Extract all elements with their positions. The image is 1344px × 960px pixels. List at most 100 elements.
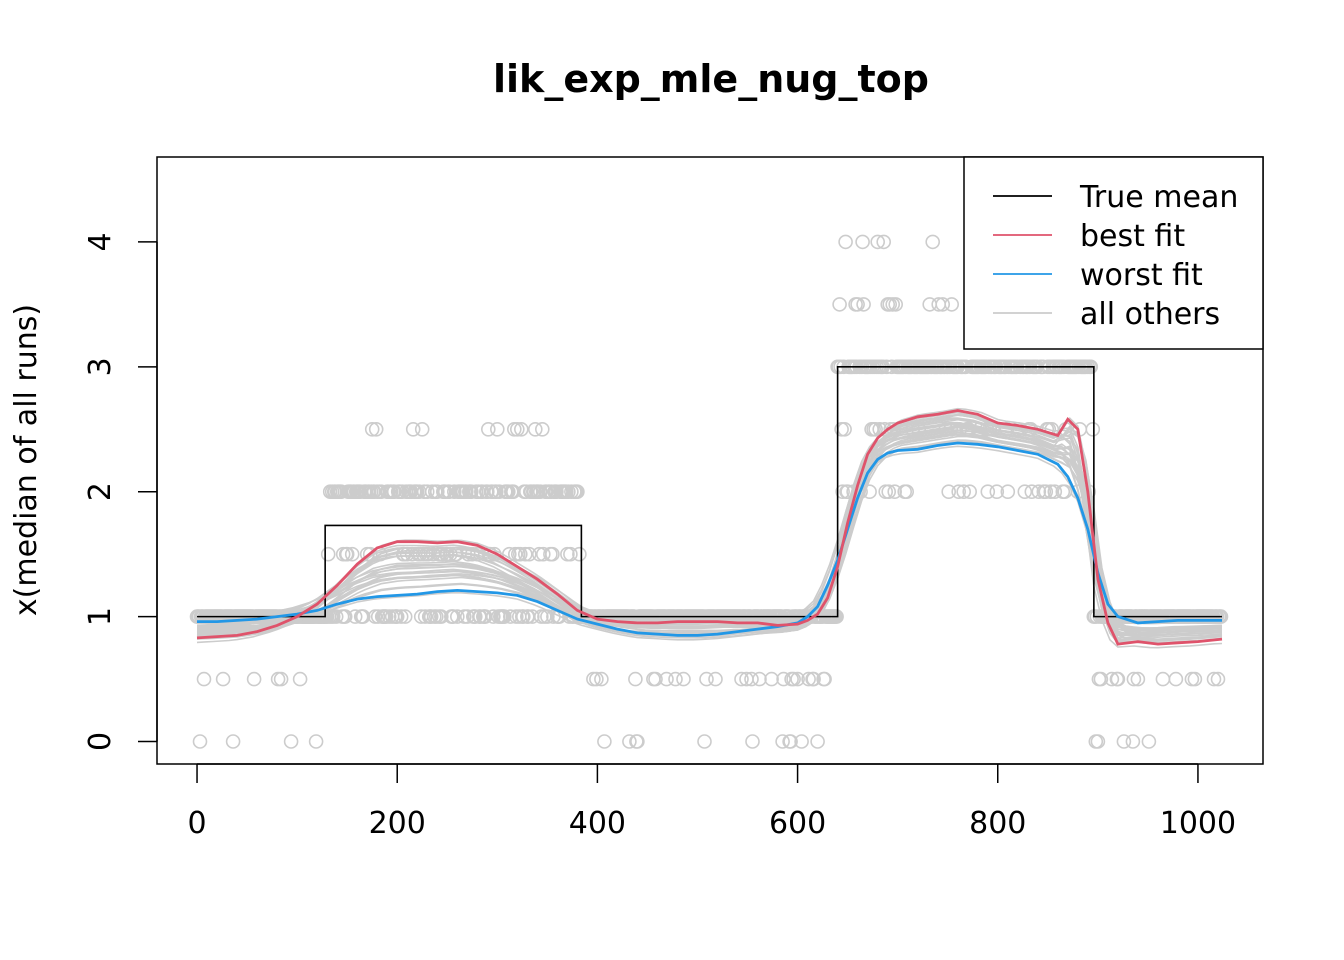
true-mean-line xyxy=(197,366,1222,618)
observation-point xyxy=(273,671,289,687)
observation-point xyxy=(856,297,871,312)
observation-point xyxy=(881,484,897,500)
observation-point xyxy=(935,297,951,312)
y-tick-label: 3 xyxy=(83,357,118,376)
observation-point xyxy=(347,609,363,624)
observation-point xyxy=(659,671,674,687)
observation-point xyxy=(589,671,604,687)
other-fit-line xyxy=(196,440,1223,639)
observation-point xyxy=(1031,484,1047,500)
observation-point xyxy=(956,484,972,500)
other-fit-line xyxy=(196,433,1223,637)
chart-title: lik_exp_mle_nug_top xyxy=(493,57,929,101)
observation-point xyxy=(925,234,941,250)
observation-point xyxy=(480,421,496,437)
observation-point xyxy=(419,484,435,500)
observation-point xyxy=(417,609,433,624)
observation-point xyxy=(489,421,505,437)
observation-point xyxy=(545,546,560,562)
legend-label: all others xyxy=(1080,297,1220,332)
highlighted-fit-lines xyxy=(196,409,1223,646)
observation-point xyxy=(524,609,540,624)
observation-point xyxy=(1024,484,1040,500)
observation-point xyxy=(801,671,816,687)
observation-point xyxy=(775,734,790,749)
other-fit-line xyxy=(196,423,1223,637)
observation-point xyxy=(868,421,883,437)
observation-point xyxy=(433,609,449,624)
observation-point xyxy=(1130,671,1146,687)
legend-label: best fit xyxy=(1080,219,1185,254)
observation-point xyxy=(429,484,445,500)
observation-point xyxy=(837,421,852,437)
observation-point xyxy=(246,671,262,687)
observation-point xyxy=(597,734,612,749)
observation-point xyxy=(697,734,712,749)
observation-point xyxy=(752,671,767,687)
observation-point xyxy=(517,546,533,562)
observation-point xyxy=(1184,671,1200,687)
observation-point xyxy=(1043,484,1059,500)
observation-point xyxy=(1168,671,1184,687)
observation-point xyxy=(337,609,353,624)
observation-point xyxy=(563,546,578,562)
observation-point xyxy=(485,609,501,624)
observation-point xyxy=(1210,671,1226,687)
observation-point xyxy=(1155,671,1171,687)
observation-point xyxy=(446,484,462,500)
observation-point xyxy=(560,546,575,562)
observation-point xyxy=(630,734,645,749)
observation-point xyxy=(786,671,801,687)
observation-point xyxy=(1110,671,1126,687)
observation-point xyxy=(648,671,663,687)
observation-point xyxy=(308,734,324,749)
observation-point xyxy=(518,484,534,500)
observation-point xyxy=(734,671,749,687)
observation-point xyxy=(270,671,286,687)
observation-point xyxy=(1038,484,1054,500)
other-fit-line xyxy=(196,433,1223,634)
y-axis: 0 1 2 3 4 xyxy=(83,232,158,751)
legend-label: True mean xyxy=(1079,180,1238,215)
x-tick-label: 200 xyxy=(369,806,426,841)
observation-point xyxy=(1017,484,1033,500)
observation-point xyxy=(532,484,548,500)
observation-point xyxy=(283,734,299,749)
legend-label: worst fit xyxy=(1080,258,1203,293)
observation-point xyxy=(534,421,550,437)
worst-fit-line xyxy=(197,441,1222,637)
observation-point xyxy=(414,421,430,437)
observation-point xyxy=(832,297,847,312)
observation-point xyxy=(1206,671,1222,687)
observation-point xyxy=(527,421,543,437)
observation-point xyxy=(668,671,683,687)
observation-point xyxy=(1047,484,1063,500)
observation-point xyxy=(549,484,564,500)
x-tick-label: 0 xyxy=(187,806,206,841)
observation-point xyxy=(899,484,915,500)
observation-point xyxy=(196,671,212,687)
observation-point xyxy=(850,297,865,312)
observation-point xyxy=(855,234,870,250)
other-fit-lines xyxy=(196,407,1223,649)
observation-point xyxy=(628,671,643,687)
observation-point xyxy=(364,421,380,437)
observation-point xyxy=(449,609,465,624)
observation-point xyxy=(676,671,691,687)
observation-point xyxy=(1085,421,1101,437)
y-axis-label: x(median of all runs) xyxy=(9,304,44,616)
observation-point xyxy=(572,546,587,562)
observation-point xyxy=(344,546,360,562)
observation-point xyxy=(467,609,483,624)
observation-point xyxy=(397,609,413,624)
legend-box xyxy=(963,156,1264,350)
observation-point xyxy=(594,671,609,687)
observation-point xyxy=(810,734,825,749)
observation-point xyxy=(776,671,791,687)
observation-point xyxy=(989,484,1005,500)
observation-point xyxy=(870,234,886,250)
observation-point xyxy=(887,484,903,500)
observation-point xyxy=(320,546,336,562)
observation-point xyxy=(744,671,759,687)
observation-point xyxy=(225,734,241,749)
